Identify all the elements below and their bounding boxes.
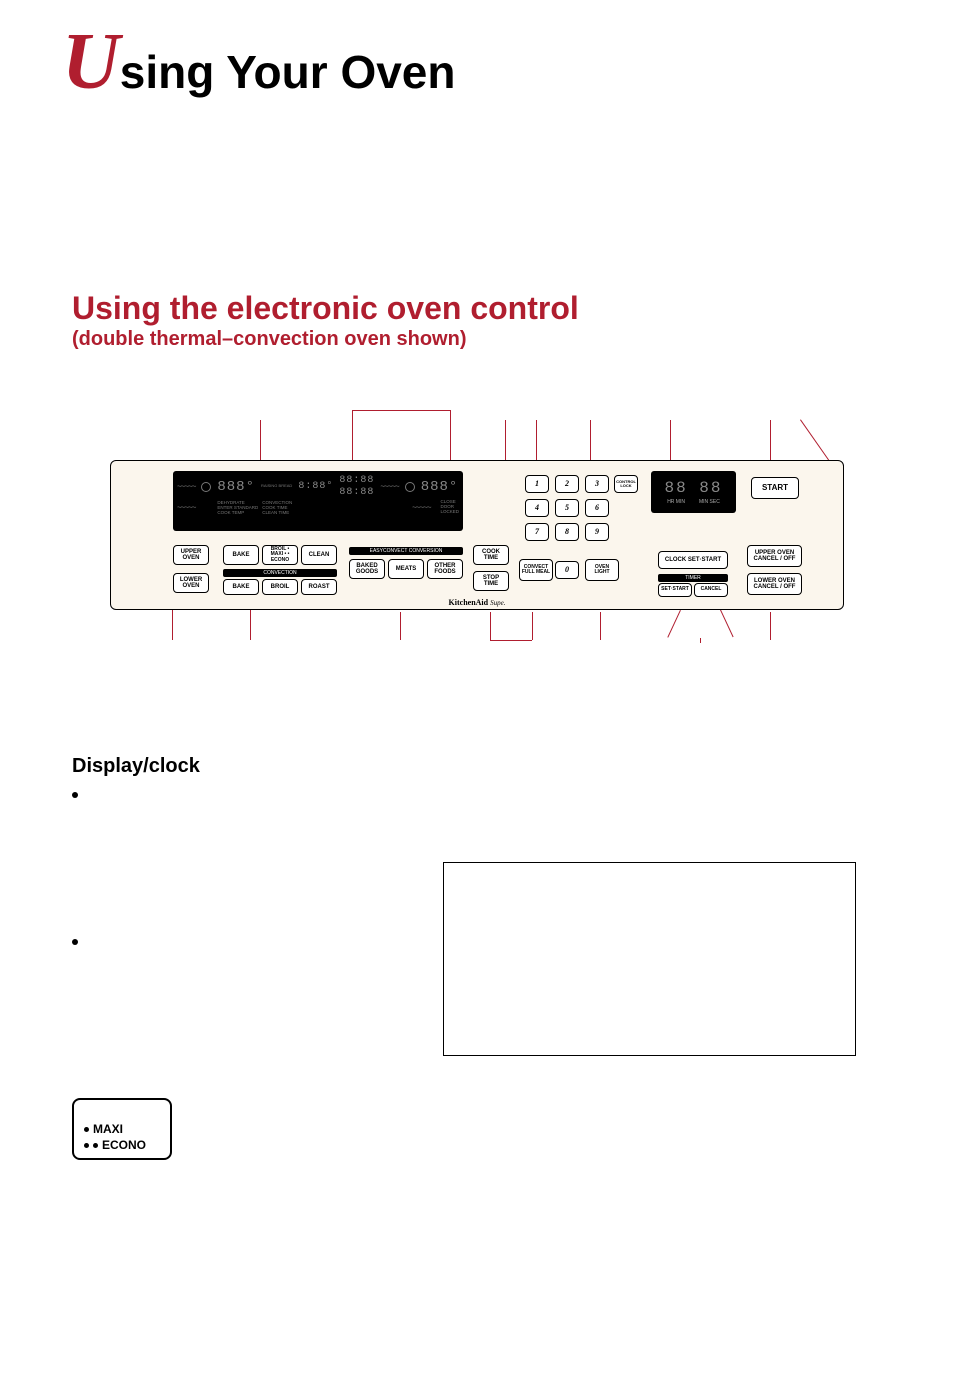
control-panel: ~~~~~ 888° RAISING BREAD 8:88° 88:88 88:… bbox=[110, 460, 844, 610]
convection-group-label: CONVECTION bbox=[223, 569, 337, 577]
bullet-point bbox=[72, 939, 78, 945]
maxi-econo-inset: MAXI ECONO bbox=[72, 1098, 172, 1160]
stop-time-button[interactable]: STOP TIME bbox=[473, 571, 509, 591]
callout-line bbox=[770, 612, 771, 640]
callout-line bbox=[532, 612, 533, 640]
timer-set-start-button[interactable]: SET·START bbox=[658, 583, 692, 597]
disp-label: CLEAN TIME bbox=[262, 511, 292, 516]
section-subtitle: (double thermal–convection oven shown) bbox=[72, 328, 467, 351]
other-foods-button[interactable]: OTHER FOODS bbox=[427, 559, 463, 579]
section-title: Using the electronic oven control bbox=[72, 290, 579, 327]
control-panel-figure: ~~~~~ 888° RAISING BREAD 8:88° 88:88 88:… bbox=[72, 460, 882, 610]
fan-icon bbox=[405, 482, 415, 492]
page-title: Using Your Oven bbox=[62, 30, 455, 99]
callout-line bbox=[667, 610, 681, 638]
callout-line bbox=[400, 612, 401, 640]
callout-line bbox=[600, 612, 601, 640]
segment-time-sm: 8:88° bbox=[298, 481, 333, 492]
keypad-8[interactable]: 8 bbox=[555, 523, 579, 541]
callout-line bbox=[490, 612, 491, 640]
lower-oven-button[interactable]: LOWER OVEN bbox=[173, 573, 209, 593]
keypad-9[interactable]: 9 bbox=[585, 523, 609, 541]
lower-oven-cancel-button[interactable]: LOWER OVEN CANCEL / OFF bbox=[747, 573, 802, 595]
callout-line bbox=[700, 638, 701, 643]
econo-label: ECONO bbox=[102, 1138, 146, 1152]
segment-temp: 888° bbox=[217, 479, 255, 495]
keypad-5[interactable]: 5 bbox=[555, 499, 579, 517]
meats-button[interactable]: MEATS bbox=[388, 559, 424, 579]
upper-oven-button[interactable]: UPPER OVEN bbox=[173, 545, 209, 565]
callout-line bbox=[352, 410, 450, 411]
segment-stack-top: 88:88 bbox=[339, 475, 374, 486]
bullet-point bbox=[72, 792, 78, 798]
timer-group-label: TIMER bbox=[658, 574, 728, 582]
keypad-6[interactable]: 6 bbox=[585, 499, 609, 517]
upper-oven-cancel-button[interactable]: UPPER OVEN CANCEL / OFF bbox=[747, 545, 802, 567]
clean-button[interactable]: CLEAN bbox=[301, 545, 337, 565]
conv-roast-button[interactable]: ROAST bbox=[301, 579, 337, 595]
coil-icon: ~~~~~ bbox=[177, 503, 195, 512]
control-lock-button[interactable]: CONTROL LOCK bbox=[614, 475, 638, 493]
dot-icon bbox=[84, 1143, 89, 1148]
disp-label: LOCKED bbox=[440, 510, 459, 515]
clock-set-start-button[interactable]: CLOCK SET·START bbox=[658, 551, 728, 569]
clock-under-left: HR MIN bbox=[667, 499, 685, 505]
start-button[interactable]: START bbox=[751, 477, 799, 499]
maxi-line: MAXI bbox=[84, 1122, 162, 1136]
callout-line bbox=[720, 610, 734, 638]
baked-goods-button[interactable]: BAKED GOODS bbox=[349, 559, 385, 579]
fan-icon bbox=[201, 482, 211, 492]
broil-button[interactable]: BROIL • MAXI • • ECONO bbox=[262, 545, 298, 565]
callout-line bbox=[250, 610, 251, 640]
clock-under-right: MIN SEC bbox=[699, 499, 720, 505]
display-clock-heading: Display/clock bbox=[72, 755, 200, 778]
disp-label: COOK TEMP bbox=[217, 511, 258, 516]
bake-button[interactable]: BAKE bbox=[223, 545, 259, 565]
keypad-1[interactable]: 1 bbox=[525, 475, 549, 493]
conv-bake-button[interactable]: BAKE bbox=[223, 579, 259, 595]
keypad-3[interactable]: 3 bbox=[585, 475, 609, 493]
cook-time-button[interactable]: COOK TIME bbox=[473, 545, 509, 565]
segment-temp2: 888° bbox=[421, 479, 459, 495]
callout-line bbox=[172, 610, 173, 640]
keypad-0[interactable]: 0 bbox=[555, 561, 579, 579]
easyconvect-group-label: EASYCONVECT CONVERSION bbox=[349, 547, 463, 555]
coil-icon: ~~~~~ bbox=[412, 503, 430, 512]
econo-line: ECONO bbox=[84, 1138, 162, 1152]
note-box bbox=[443, 862, 856, 1056]
left-display: ~~~~~ 888° RAISING BREAD 8:88° 88:88 88:… bbox=[173, 471, 463, 531]
maxi-label: MAXI bbox=[93, 1122, 123, 1136]
keypad-4[interactable]: 4 bbox=[525, 499, 549, 517]
keypad-7[interactable]: 7 bbox=[525, 523, 549, 541]
clock-display: 88 88 HR MIN MIN SEC bbox=[651, 471, 736, 513]
brand-subtext: Supe. bbox=[490, 599, 505, 607]
raising-bread-label: RAISING BREAD bbox=[261, 484, 292, 488]
brand-text: KitchenAid bbox=[449, 598, 489, 607]
title-rest: sing Your Oven bbox=[120, 46, 456, 98]
convect-full-meal-button[interactable]: CONVECT FULL MEAL bbox=[519, 559, 553, 581]
coil-icon: ~~~~~ bbox=[177, 482, 195, 491]
clock-segments: 88 88 bbox=[664, 479, 722, 497]
callout-line bbox=[490, 640, 532, 641]
drop-cap: U bbox=[62, 30, 120, 94]
brand-label: KitchenAid Supe. bbox=[449, 598, 506, 607]
conv-broil-button[interactable]: BROIL bbox=[262, 579, 298, 595]
dot-icon bbox=[93, 1143, 98, 1148]
oven-light-button[interactable]: OVEN LIGHT bbox=[585, 559, 619, 581]
timer-cancel-button[interactable]: CANCEL bbox=[694, 583, 728, 597]
coil-icon: ~~~~~ bbox=[380, 482, 398, 491]
keypad-2[interactable]: 2 bbox=[555, 475, 579, 493]
dot-icon bbox=[84, 1127, 89, 1132]
segment-stack-bot: 88:88 bbox=[339, 487, 374, 498]
